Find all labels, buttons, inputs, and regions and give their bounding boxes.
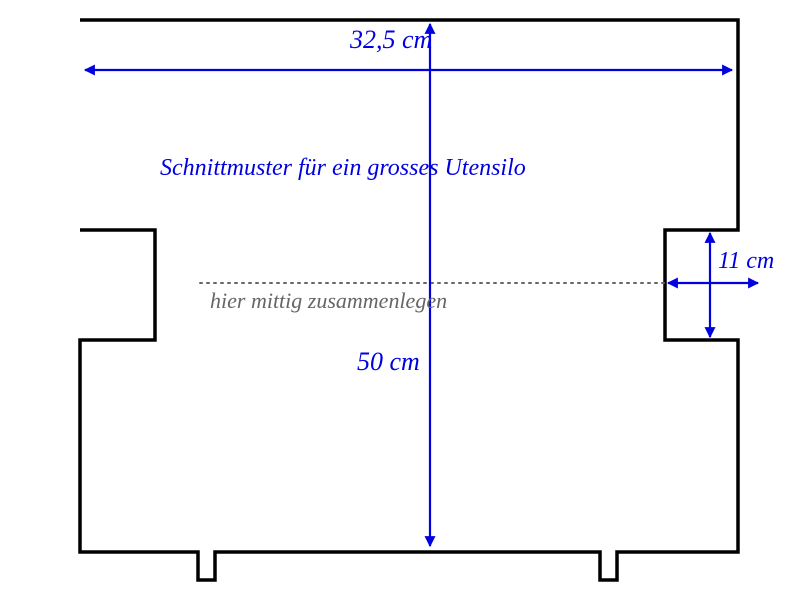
fold-instruction-label: hier mittig zusammenlegen [210,288,447,313]
dimension-label-notch: 11 cm [718,248,774,274]
dimension-label-width: 32,5 cm [349,25,432,54]
dimension-label-height: 50 cm [357,347,420,376]
diagram-title: Schnittmuster für ein grosses Utensilo [160,155,526,181]
